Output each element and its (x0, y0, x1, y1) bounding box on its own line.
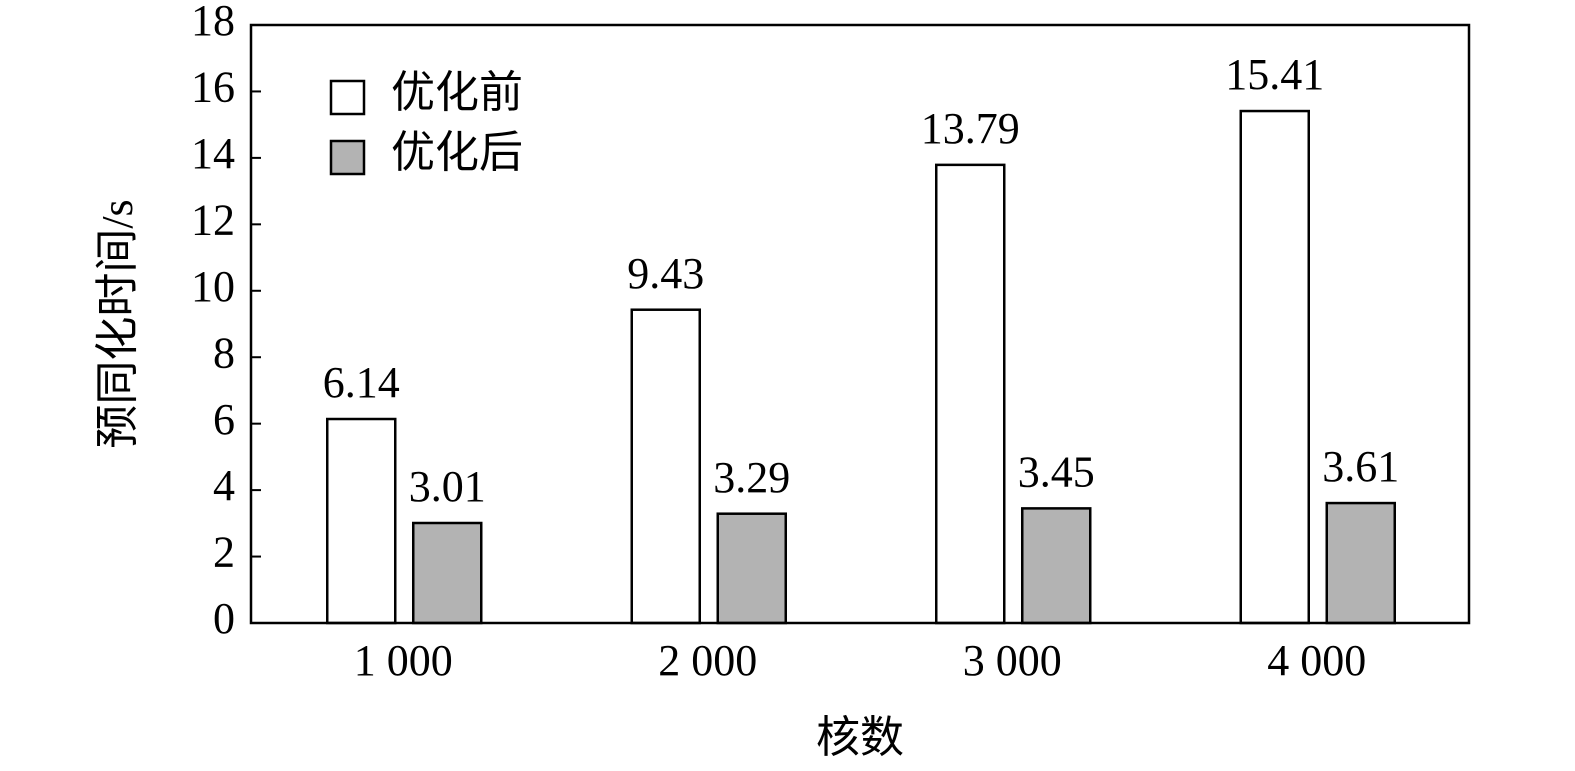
y-tick-label: 8 (213, 328, 235, 377)
y-tick-label: 14 (191, 129, 235, 178)
legend-swatch (329, 139, 366, 176)
value-label: 3.29 (713, 453, 790, 502)
bar (1021, 507, 1092, 625)
legend-swatch (329, 79, 366, 116)
bar (1239, 109, 1310, 625)
bar (326, 417, 397, 625)
y-tick-label: 10 (191, 262, 235, 311)
value-label: 6.14 (323, 358, 400, 407)
y-tick-label: 2 (213, 528, 235, 577)
x-axis-title: 核数 (816, 713, 904, 762)
y-tick-label: 18 (191, 0, 235, 45)
value-label: 13.79 (921, 104, 1020, 153)
y-axis-title: 预同化时间/s (93, 199, 142, 448)
x-tick-label: 2 000 (658, 636, 757, 685)
y-tick-label: 0 (213, 594, 235, 643)
value-label: 9.43 (627, 249, 704, 298)
value-label: 3.61 (1322, 442, 1399, 491)
bar (412, 521, 483, 625)
legend-label: 优化后 (391, 128, 523, 177)
plot-frame (249, 23, 1471, 625)
bar (716, 512, 787, 625)
value-label: 3.01 (409, 462, 486, 511)
bar (630, 308, 701, 625)
y-tick-label: 6 (213, 395, 235, 444)
bar (1325, 501, 1396, 625)
value-label: 15.41 (1225, 50, 1324, 99)
bar (935, 163, 1006, 625)
y-tick-label: 4 (213, 461, 235, 510)
x-tick-label: 4 000 (1267, 636, 1366, 685)
y-tick-label: 16 (191, 63, 235, 112)
y-tick-label: 12 (191, 195, 235, 244)
x-tick-label: 1 000 (354, 636, 453, 685)
legend-label: 优化前 (391, 68, 523, 117)
value-label: 3.45 (1018, 447, 1095, 496)
x-tick-label: 3 000 (963, 636, 1062, 685)
